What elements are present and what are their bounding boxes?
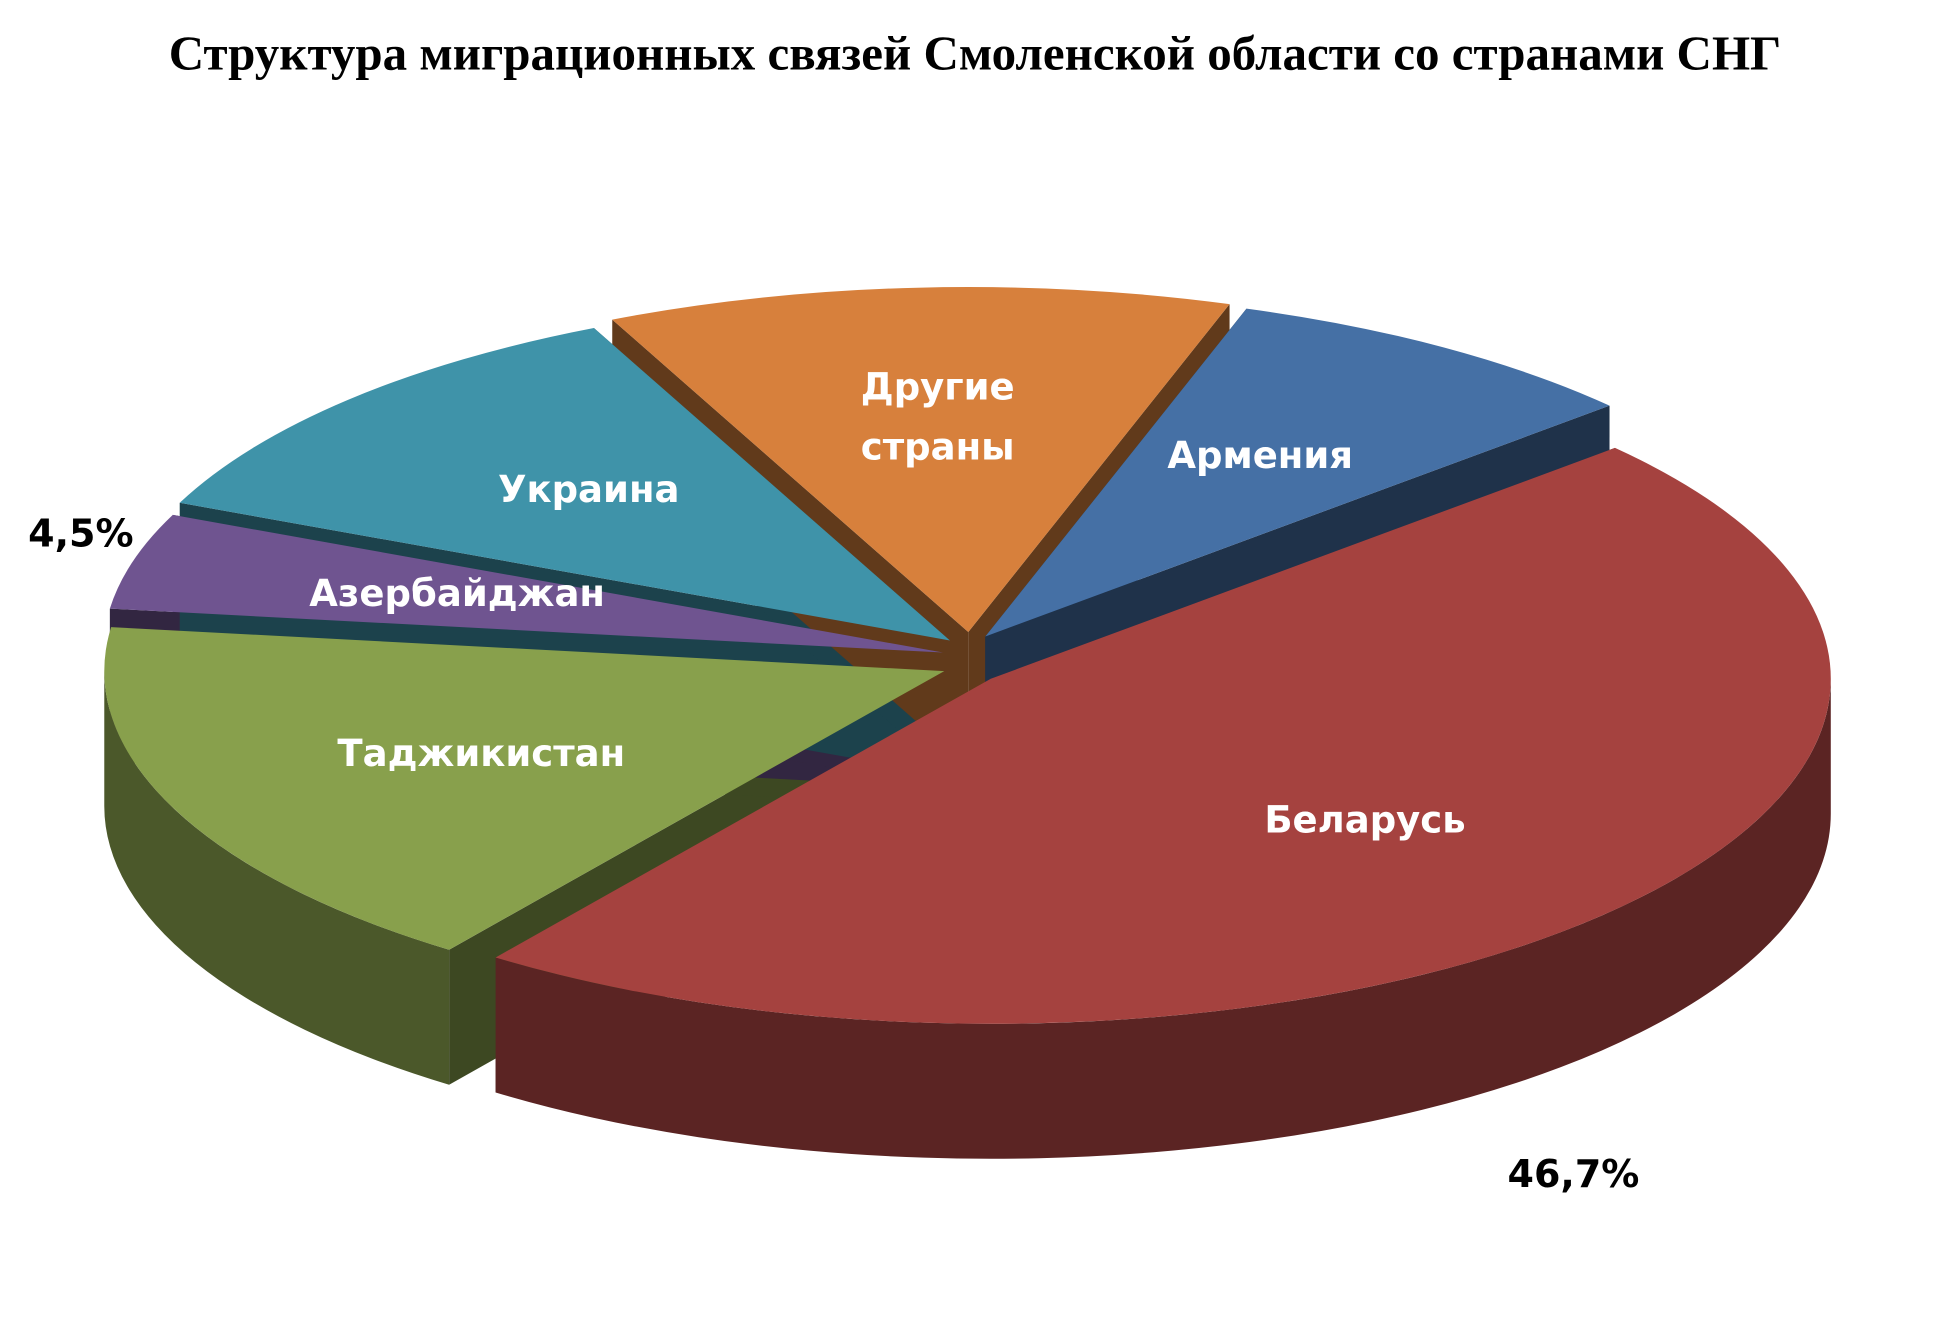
category-label: Азербайджан: [309, 572, 605, 615]
slice: [495, 447, 1831, 1024]
slice-tops: [104, 287, 1831, 1024]
value-label: 46,7%: [1508, 1152, 1640, 1196]
category-label: Беларусь: [1264, 799, 1465, 842]
value-label: 4,5%: [28, 512, 133, 556]
slice: [104, 627, 945, 950]
category-label: Армения: [1167, 434, 1353, 477]
slice: [179, 328, 950, 641]
category-label: Другие страны: [861, 365, 1015, 468]
slice: [985, 308, 1610, 637]
chart-title: Структура миграционных связей Смоленской…: [169, 25, 1781, 80]
slice-fronts: [104, 671, 1831, 1159]
category-label: Таджикистан: [337, 732, 625, 775]
slice-edge: [104, 671, 450, 1085]
category-label: Украина: [498, 468, 680, 511]
slice: [612, 287, 1230, 633]
slice: [109, 514, 944, 653]
slice-edge: [495, 678, 1831, 1159]
